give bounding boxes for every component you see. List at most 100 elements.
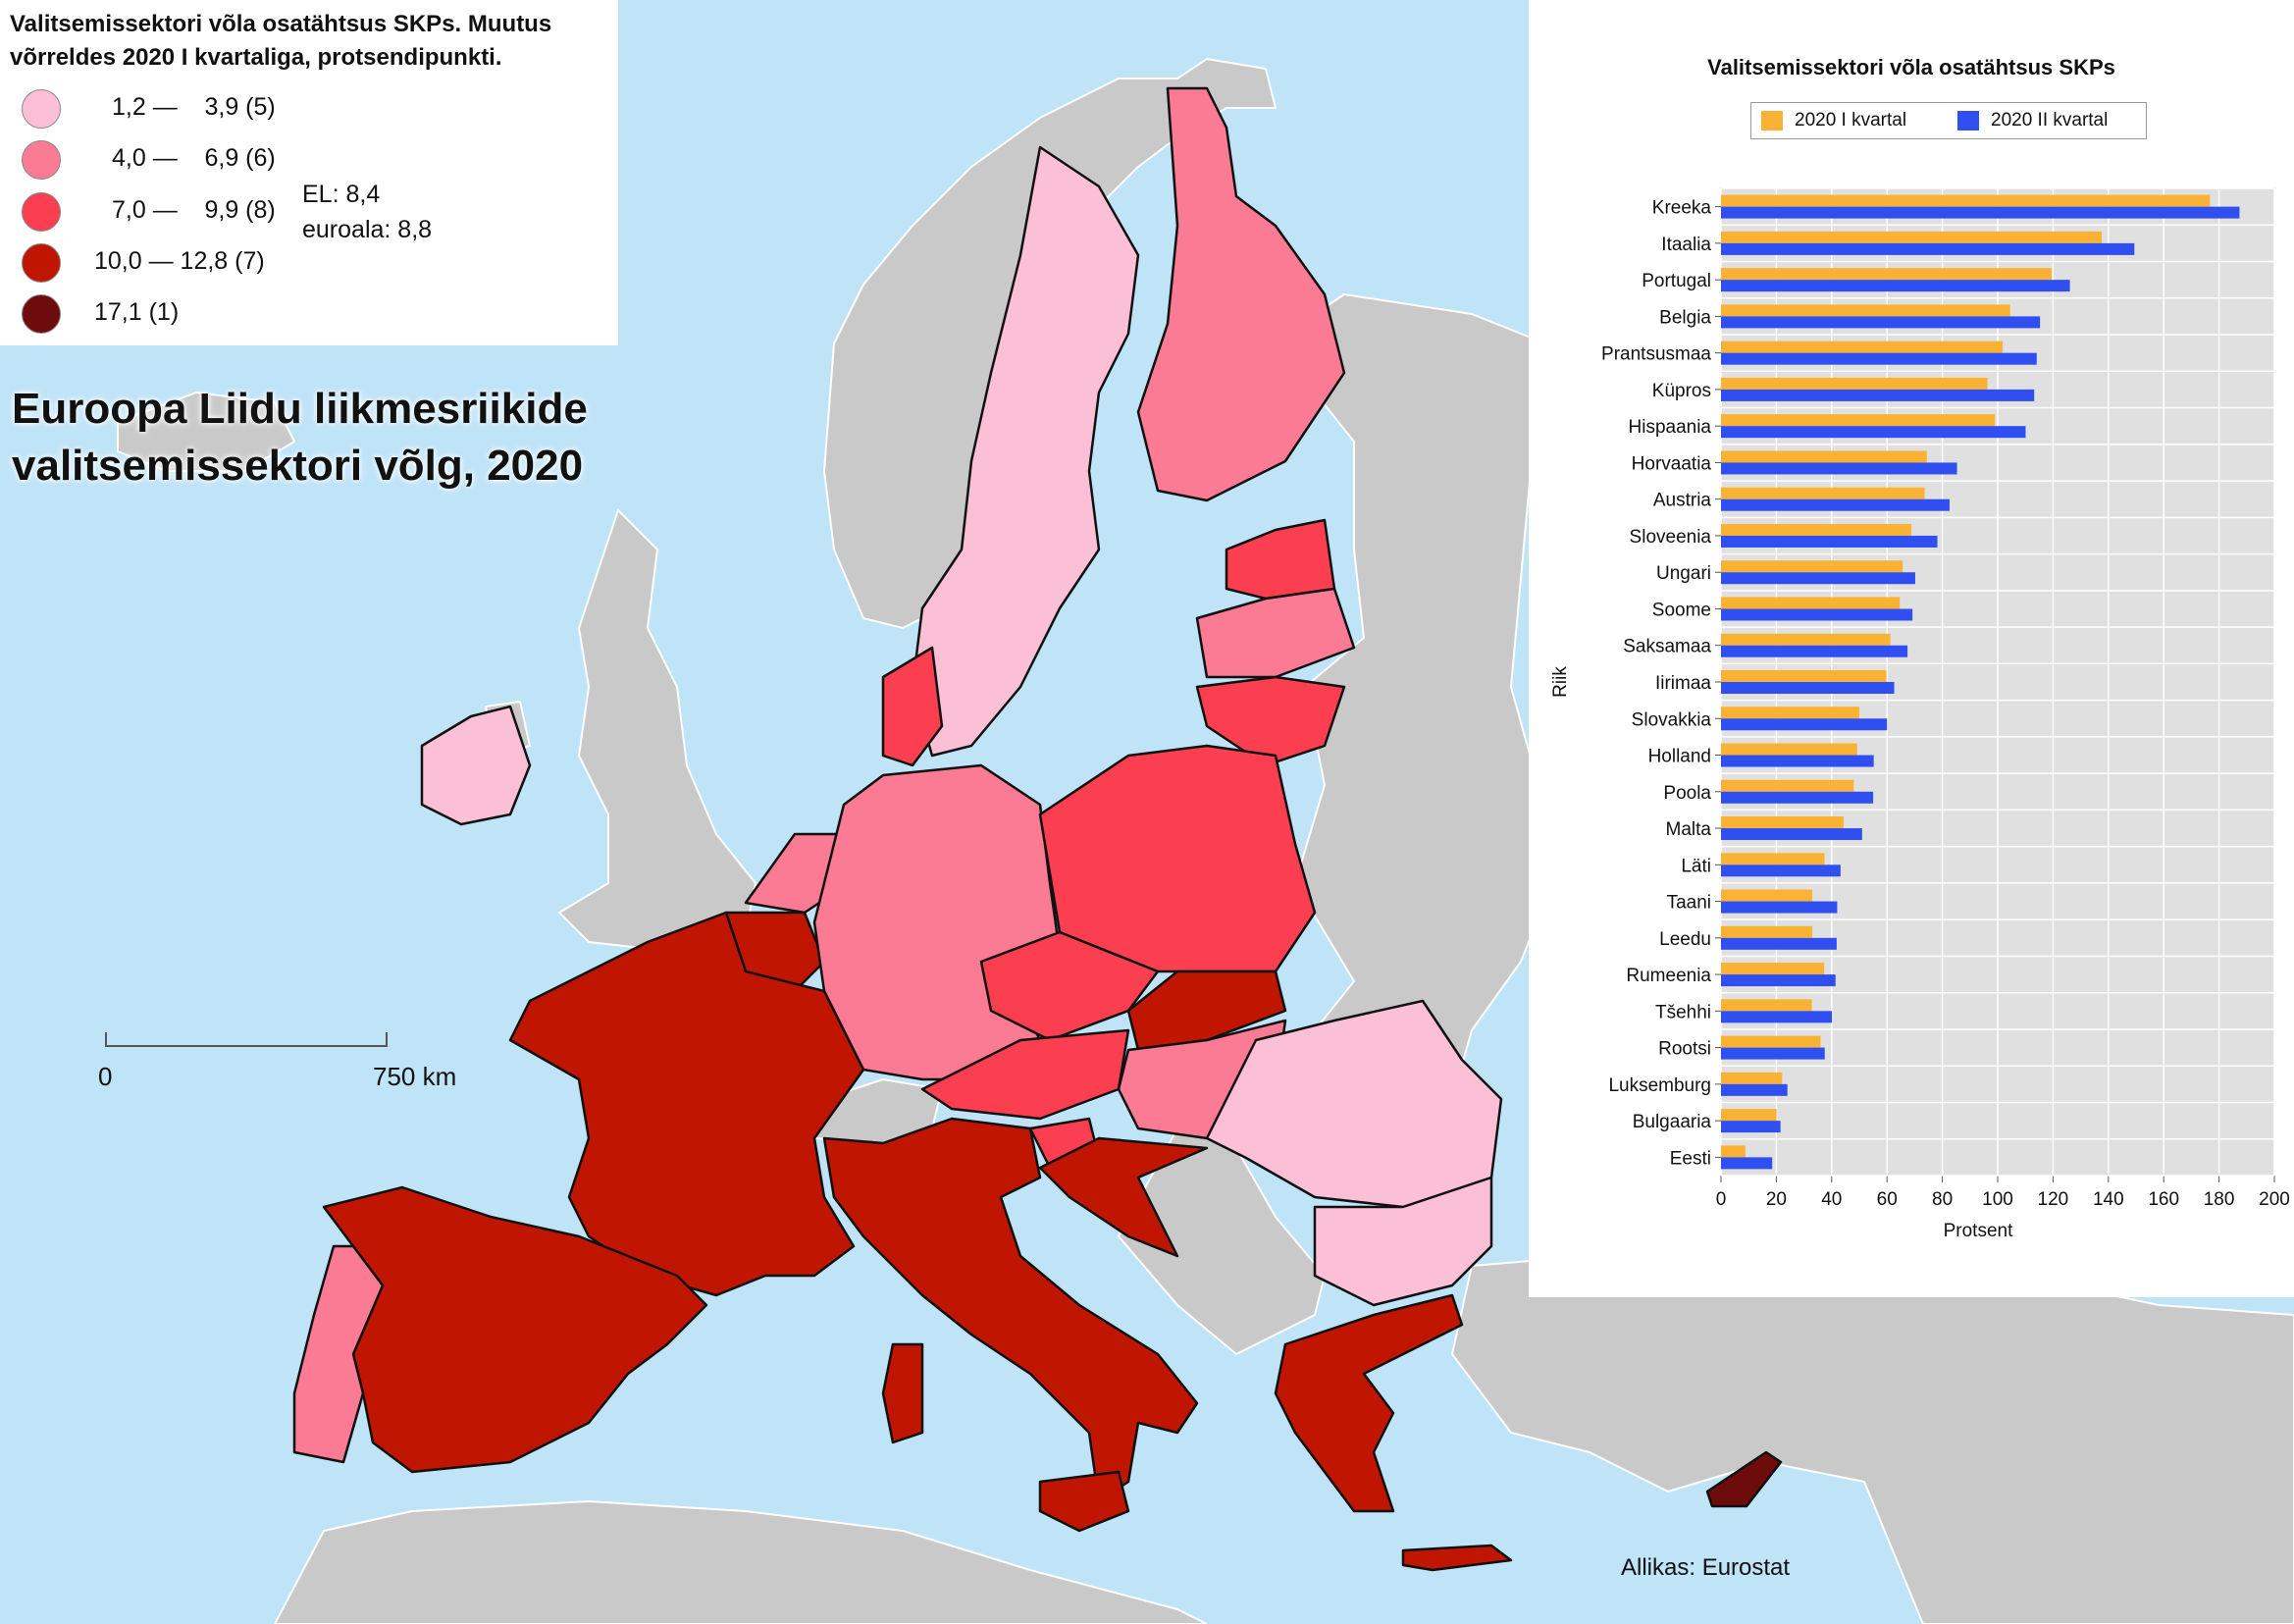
bar-q1 bbox=[1721, 1035, 1821, 1048]
scale-bar bbox=[105, 1032, 388, 1047]
bar-q2 bbox=[1721, 645, 1908, 657]
bar-q2 bbox=[1721, 462, 1957, 475]
iceland bbox=[117, 391, 296, 472]
bar-q2 bbox=[1721, 901, 1838, 914]
legend-title: Valitsemissektori võla osatähtsus SKPs. … bbox=[10, 11, 552, 71]
scale-start-label: 0 bbox=[98, 1062, 113, 1091]
bar-q2 bbox=[1721, 426, 2026, 439]
bar-q2 bbox=[1721, 352, 2037, 365]
category-label: Poola bbox=[1663, 783, 1711, 804]
category-label: Luksemburg bbox=[1608, 1075, 1711, 1096]
legend-label: 17,1 (1) bbox=[94, 298, 180, 326]
bar-q1 bbox=[1721, 377, 1988, 390]
x-tick-label: 40 bbox=[1821, 1189, 1842, 1210]
bar-q2 bbox=[1721, 1011, 1833, 1023]
bar-chart: 0 20 40 60 80 100 120 140 160 180 200 Kreeka Itaalia… bbox=[1550, 187, 2290, 1241]
bar-q1 bbox=[1721, 194, 2211, 207]
euro-area-average: euroala: 8,8 bbox=[302, 216, 433, 243]
country-portugal bbox=[292, 1244, 385, 1464]
bar-q2 bbox=[1721, 682, 1895, 694]
x-tick-label: 140 bbox=[2093, 1189, 2124, 1210]
bar-q1 bbox=[1721, 1145, 1746, 1158]
country-sweden bbox=[911, 145, 1140, 758]
bar-q2 bbox=[1721, 206, 2240, 219]
bar-q1 bbox=[1721, 779, 1854, 792]
legend-label: 10,0 — 12,8 (7) bbox=[94, 247, 265, 275]
country-cyprus bbox=[1705, 1450, 1783, 1508]
country-denmark bbox=[881, 646, 944, 767]
country-greece bbox=[1274, 1293, 1464, 1513]
bar-q2 bbox=[1721, 791, 1874, 804]
bar-q1 bbox=[1721, 925, 1813, 938]
bar-q1 bbox=[1721, 487, 1925, 499]
legend-swatch bbox=[22, 89, 61, 129]
country-sardinia bbox=[881, 1342, 924, 1444]
eu-countries bbox=[292, 86, 1783, 1572]
x-tick-label: 20 bbox=[1766, 1189, 1787, 1210]
legend-swatch bbox=[22, 294, 61, 334]
legend-swatch bbox=[22, 192, 61, 232]
bar-q2 bbox=[1721, 572, 1915, 585]
category-label: Eesti bbox=[1670, 1148, 1711, 1169]
bar-q2 bbox=[1721, 755, 1874, 767]
category-label: Sloveenia bbox=[1630, 527, 1712, 548]
map-title-line2: valitsemissektori võlg, 2020 bbox=[12, 442, 584, 490]
bar-q1 bbox=[1721, 633, 1891, 646]
bar-q1 bbox=[1721, 341, 2004, 353]
bar-q2 bbox=[1721, 864, 1841, 877]
north-africa bbox=[273, 1499, 1208, 1624]
category-label: Ungari bbox=[1656, 563, 1711, 584]
legend-label-q1: 2020 I kvartal bbox=[1795, 110, 1907, 131]
category-label: Itaalia bbox=[1661, 235, 1711, 255]
x-tick-label: 200 bbox=[2259, 1189, 2290, 1210]
bar-q1 bbox=[1721, 889, 1813, 902]
x-tick-label: 100 bbox=[1982, 1189, 2013, 1210]
bar-q1 bbox=[1721, 707, 1859, 719]
country-bulgaria bbox=[1313, 1176, 1493, 1307]
bar-q2 bbox=[1721, 498, 1950, 511]
bar-q1 bbox=[1721, 999, 1812, 1012]
legend-swatch-q1 bbox=[1761, 111, 1783, 131]
chart-legend: 2020 I kvartal 2020 II kvartal bbox=[1750, 102, 2147, 139]
source-note: Allikas: Eurostat bbox=[1621, 1554, 1791, 1581]
legend-label: 1,2 — 3,9 (5) bbox=[112, 93, 276, 121]
bar-q2 bbox=[1721, 1047, 1825, 1060]
x-tick-label: 80 bbox=[1932, 1189, 1953, 1210]
bar-q2 bbox=[1721, 718, 1888, 731]
x-tick-label: 60 bbox=[1877, 1189, 1898, 1210]
scale-end-label: 750 km bbox=[373, 1062, 457, 1091]
bar-q1 bbox=[1721, 304, 2010, 317]
bar-q2 bbox=[1721, 937, 1837, 950]
bar-q1 bbox=[1721, 963, 1825, 975]
bar-q2 bbox=[1721, 535, 1938, 548]
bar-q2 bbox=[1721, 280, 2070, 292]
bar-q2 bbox=[1721, 316, 2041, 329]
country-france bbox=[508, 911, 865, 1297]
map-title-line1: Euroopa Liidu liikmesriikide bbox=[12, 385, 588, 433]
country-latvia bbox=[1195, 587, 1356, 679]
category-label: Prantsusmaa bbox=[1601, 344, 1711, 365]
chart-panel: Valitsemissektori võla osatähtsus SKPs 2… bbox=[1529, 0, 2294, 1297]
legend-swatch bbox=[22, 243, 61, 283]
bar-q1 bbox=[1721, 597, 1901, 609]
x-axis-label: Protsent bbox=[1944, 1221, 2013, 1241]
country-germany bbox=[812, 763, 1062, 1081]
bar-q1 bbox=[1721, 1109, 1777, 1122]
bar-q2 bbox=[1721, 974, 1836, 987]
x-tick-label: 160 bbox=[2148, 1189, 2179, 1210]
bar-q1 bbox=[1721, 560, 1903, 573]
bar-q1 bbox=[1721, 268, 2052, 281]
bar-q1 bbox=[1721, 231, 2103, 243]
eu-averages: EL: 8,4 euroala: 8,8 bbox=[302, 177, 432, 247]
bar-q1 bbox=[1721, 414, 1996, 427]
eu-average: EL: 8,4 bbox=[302, 181, 381, 208]
category-label: Tšehhi bbox=[1655, 1002, 1711, 1022]
category-label: Austria bbox=[1653, 491, 1712, 511]
category-label: Taani bbox=[1667, 893, 1711, 914]
category-label: Portugal bbox=[1642, 271, 1711, 291]
category-label: Slovakkia bbox=[1632, 709, 1712, 730]
category-label: Holland bbox=[1648, 747, 1711, 767]
bar-q2 bbox=[1721, 1083, 1788, 1096]
country-crete bbox=[1401, 1544, 1513, 1572]
bar-q2 bbox=[1721, 389, 2035, 401]
